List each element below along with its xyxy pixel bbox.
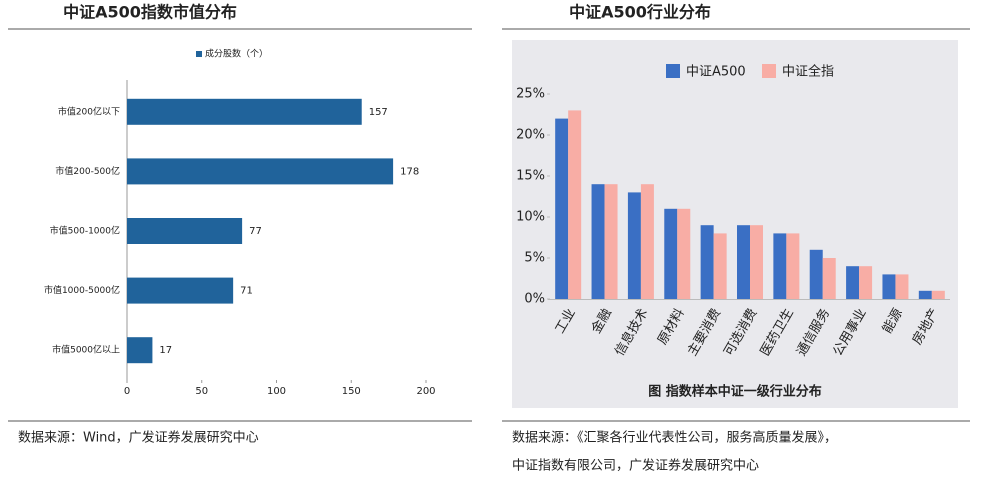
source: 中证指数有限公司，广发证券发展研究中心 <box>512 458 759 474</box>
y-tick-label: 市值5000亿以上 <box>52 344 120 356</box>
y-tick-label: 市值200-500亿 <box>55 165 120 177</box>
bar <box>882 274 896 299</box>
y-tick-label: 市值500-1000亿 <box>50 225 120 237</box>
value-label: 77 <box>249 226 262 237</box>
source: 数据来源：《汇聚各行业代表性公司，服务高质量发展》， <box>512 430 837 446</box>
bar <box>809 249 823 299</box>
bar <box>591 184 605 299</box>
bar <box>918 290 932 299</box>
bar <box>677 208 691 299</box>
plot-background <box>512 40 958 408</box>
x-tick-label: 150 <box>342 386 361 397</box>
bar <box>604 184 618 299</box>
value-label: 178 <box>400 166 419 177</box>
bar <box>859 266 873 299</box>
y-tick-label: 15% <box>516 169 545 184</box>
bar <box>127 277 234 304</box>
value-label: 17 <box>159 345 172 356</box>
bar <box>786 233 800 299</box>
y-tick-label: 25% <box>516 87 545 102</box>
caption: 图 指数样本中证一级行业分布 <box>648 384 822 400</box>
bar <box>664 208 678 299</box>
bar <box>127 158 394 185</box>
bar <box>713 233 727 299</box>
y-tick-label: 5% <box>524 251 545 266</box>
value-label: 157 <box>369 107 388 118</box>
y-tick-label: 0% <box>524 292 545 307</box>
bar <box>846 266 860 299</box>
bar <box>737 225 750 299</box>
bar <box>627 192 641 299</box>
bar <box>750 225 763 299</box>
x-tick-label: 50 <box>195 386 208 397</box>
legend-label: 中证A500 <box>686 65 746 80</box>
y-tick-label: 20% <box>516 128 545 143</box>
legend-label: 中证全指 <box>782 64 834 80</box>
bar <box>127 98 362 125</box>
legend-swatch <box>762 64 776 78</box>
source: 数据来源：Wind，广发证券发展研究中心 <box>18 430 259 446</box>
bar <box>640 184 654 299</box>
bar <box>895 274 909 299</box>
chart-title: 中证A500指数市值分布 <box>63 3 237 22</box>
legend-swatch <box>196 51 202 57</box>
legend-label: 成分股数（个） <box>205 48 268 60</box>
bar <box>931 290 945 299</box>
chart-title: 中证A500行业分布 <box>569 3 711 22</box>
x-tick-label: 0 <box>124 386 130 397</box>
bar <box>127 218 243 244</box>
bar <box>555 118 569 299</box>
y-tick-label: 10% <box>516 210 545 225</box>
x-tick-label: 200 <box>416 386 435 397</box>
bar <box>568 110 582 300</box>
value-label: 71 <box>240 286 253 297</box>
bar <box>127 337 153 364</box>
y-tick-label: 市值1000-5000亿 <box>44 284 120 296</box>
x-tick-label: 100 <box>267 386 286 397</box>
y-tick-label: 市值200亿以下 <box>58 105 120 117</box>
bar <box>700 225 714 299</box>
legend-swatch <box>666 64 680 78</box>
bar <box>773 233 787 299</box>
bar <box>822 258 836 299</box>
